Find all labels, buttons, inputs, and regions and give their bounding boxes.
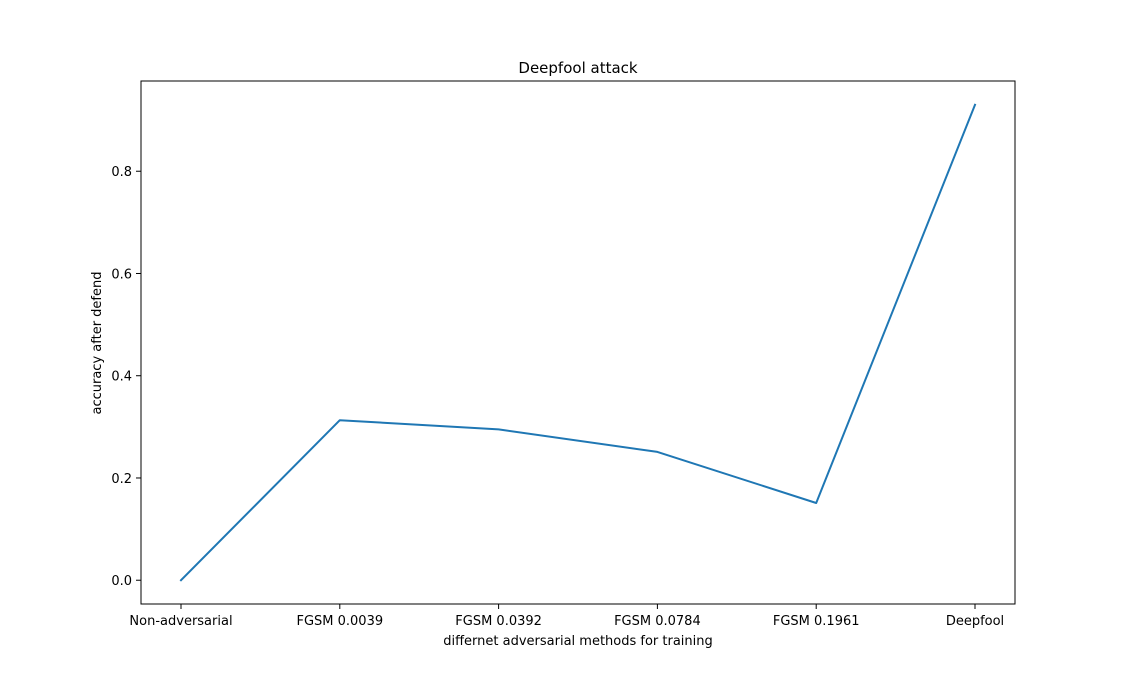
plot-frame (140, 80, 1016, 605)
y-axis-label: accuracy after defend (90, 272, 105, 415)
x-tick-label: FGSM 0.0784 (614, 614, 701, 629)
y-tick-label: 0.2 (111, 472, 132, 487)
x-tick-label: FGSM 0.0392 (455, 614, 542, 629)
x-tick-label: Non-adversarial (129, 614, 232, 629)
y-tick-label: 0.8 (111, 165, 132, 180)
y-tick-label: 0.0 (111, 574, 132, 589)
x-axis-ticks: Non-adversarial FGSM 0.0039 FGSM 0.0392 FGS… (129, 604, 1004, 629)
chart-title: Deepfool attack (518, 59, 637, 77)
series-group (179, 103, 977, 582)
y-tick-label: 0.4 (111, 370, 132, 385)
x-tick-label: FGSM 0.1961 (773, 614, 860, 629)
series-line (179, 103, 977, 582)
x-tick-label: Deepfool (946, 614, 1004, 629)
x-axis-label: differnet adversarial methods for traini… (443, 634, 713, 649)
plot-area (141, 81, 1015, 604)
y-axis-ticks: 0.0 0.2 0.4 0.6 0.8 (111, 165, 141, 589)
y-tick-label: 0.6 (111, 267, 132, 282)
x-tick-label: FGSM 0.0039 (296, 614, 383, 629)
